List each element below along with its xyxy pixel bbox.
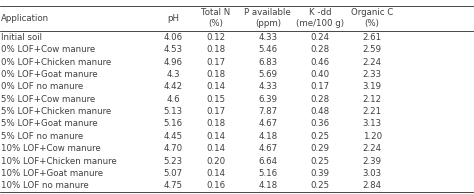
Text: 4.45: 4.45 [164, 132, 182, 141]
Text: 5.46: 5.46 [258, 45, 277, 54]
Text: 5% LOF no manure: 5% LOF no manure [1, 132, 83, 141]
Text: 0.12: 0.12 [206, 33, 225, 42]
Text: 2.33: 2.33 [363, 70, 382, 79]
Text: 2.84: 2.84 [363, 181, 382, 190]
Text: 5% LOF+Goat manure: 5% LOF+Goat manure [1, 120, 98, 128]
Text: 2.24: 2.24 [363, 144, 382, 153]
Text: P available
(ppm): P available (ppm) [245, 8, 291, 29]
Text: 6.64: 6.64 [258, 157, 277, 166]
Text: 6.83: 6.83 [258, 57, 277, 67]
Text: 0.17: 0.17 [206, 57, 225, 67]
Text: 0.48: 0.48 [310, 107, 329, 116]
Text: 7.87: 7.87 [258, 107, 277, 116]
Text: 0.14: 0.14 [206, 144, 225, 153]
Text: 0.25: 0.25 [310, 181, 329, 190]
Text: 5.23: 5.23 [164, 157, 182, 166]
Text: 4.53: 4.53 [164, 45, 182, 54]
Text: 5.16: 5.16 [258, 169, 277, 178]
Text: 0.16: 0.16 [206, 181, 225, 190]
Text: 5% LOF+Chicken manure: 5% LOF+Chicken manure [1, 107, 111, 116]
Text: 0% LOF+Chicken manure: 0% LOF+Chicken manure [1, 57, 111, 67]
Text: 0.18: 0.18 [206, 45, 225, 54]
Text: 0.24: 0.24 [310, 33, 329, 42]
Text: 4.33: 4.33 [258, 82, 277, 91]
Text: 2.12: 2.12 [363, 95, 382, 104]
Text: 0.25: 0.25 [310, 132, 329, 141]
Text: 0.25: 0.25 [310, 157, 329, 166]
Text: 3.03: 3.03 [363, 169, 382, 178]
Text: 2.61: 2.61 [363, 33, 382, 42]
Text: 4.6: 4.6 [166, 95, 180, 104]
Text: 0.17: 0.17 [310, 82, 329, 91]
Text: 0% LOF no manure: 0% LOF no manure [1, 82, 83, 91]
Text: Initial soil: Initial soil [1, 33, 42, 42]
Text: 0.28: 0.28 [310, 95, 329, 104]
Text: 2.39: 2.39 [363, 157, 382, 166]
Text: 0.15: 0.15 [206, 95, 225, 104]
Text: 0.28: 0.28 [310, 45, 329, 54]
Text: 5% LOF+Cow manure: 5% LOF+Cow manure [1, 95, 95, 104]
Text: 2.21: 2.21 [363, 107, 382, 116]
Text: 10% LOF+Goat manure: 10% LOF+Goat manure [1, 169, 103, 178]
Text: 6.39: 6.39 [258, 95, 277, 104]
Text: 0.40: 0.40 [310, 70, 329, 79]
Text: 0% LOF+Goat manure: 0% LOF+Goat manure [1, 70, 98, 79]
Text: 5.07: 5.07 [164, 169, 182, 178]
Text: 0.46: 0.46 [310, 57, 329, 67]
Text: 0.36: 0.36 [310, 120, 329, 128]
Text: 10% LOF+Cow manure: 10% LOF+Cow manure [1, 144, 100, 153]
Text: 4.67: 4.67 [258, 144, 277, 153]
Text: 3.19: 3.19 [363, 82, 382, 91]
Text: 2.24: 2.24 [363, 57, 382, 67]
Text: 4.18: 4.18 [258, 132, 277, 141]
Text: 0.20: 0.20 [206, 157, 225, 166]
Text: 0.14: 0.14 [206, 132, 225, 141]
Text: 4.96: 4.96 [164, 57, 182, 67]
Text: 0.18: 0.18 [206, 120, 225, 128]
Text: 0.14: 0.14 [206, 169, 225, 178]
Text: 0.39: 0.39 [310, 169, 329, 178]
Text: K -dd
(me/100 g): K -dd (me/100 g) [296, 8, 344, 29]
Text: Application: Application [1, 14, 49, 23]
Text: 0.18: 0.18 [206, 70, 225, 79]
Text: 1.20: 1.20 [363, 132, 382, 141]
Text: 4.67: 4.67 [258, 120, 277, 128]
Text: 2.59: 2.59 [363, 45, 382, 54]
Text: 0.17: 0.17 [206, 107, 225, 116]
Text: 10% LOF+Chicken manure: 10% LOF+Chicken manure [1, 157, 117, 166]
Text: 10% LOF no manure: 10% LOF no manure [1, 181, 89, 190]
Text: 3.13: 3.13 [363, 120, 382, 128]
Text: 4.06: 4.06 [164, 33, 182, 42]
Text: 5.13: 5.13 [164, 107, 182, 116]
Text: 4.33: 4.33 [258, 33, 277, 42]
Text: 0.29: 0.29 [310, 144, 329, 153]
Text: 4.18: 4.18 [258, 181, 277, 190]
Text: pH: pH [167, 14, 179, 23]
Text: 4.70: 4.70 [164, 144, 182, 153]
Text: Total N
(%): Total N (%) [201, 8, 230, 29]
Text: 4.42: 4.42 [164, 82, 182, 91]
Text: 0% LOF+Cow manure: 0% LOF+Cow manure [1, 45, 95, 54]
Text: 4.75: 4.75 [164, 181, 182, 190]
Text: Organic C
(%): Organic C (%) [351, 8, 393, 29]
Text: 4.3: 4.3 [166, 70, 180, 79]
Text: 0.14: 0.14 [206, 82, 225, 91]
Text: 5.16: 5.16 [164, 120, 182, 128]
Text: 5.69: 5.69 [258, 70, 277, 79]
